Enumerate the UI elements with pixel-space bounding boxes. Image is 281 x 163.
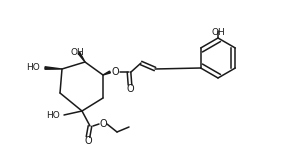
Text: HO: HO	[26, 64, 40, 73]
Polygon shape	[78, 52, 85, 62]
Text: HO: HO	[46, 111, 60, 119]
Text: O: O	[84, 136, 92, 146]
Text: O: O	[99, 119, 107, 129]
Polygon shape	[45, 67, 62, 69]
Text: O: O	[126, 84, 134, 94]
Text: O: O	[111, 67, 119, 77]
Text: OH: OH	[70, 48, 84, 57]
Text: OH: OH	[211, 28, 225, 37]
Polygon shape	[103, 71, 110, 75]
